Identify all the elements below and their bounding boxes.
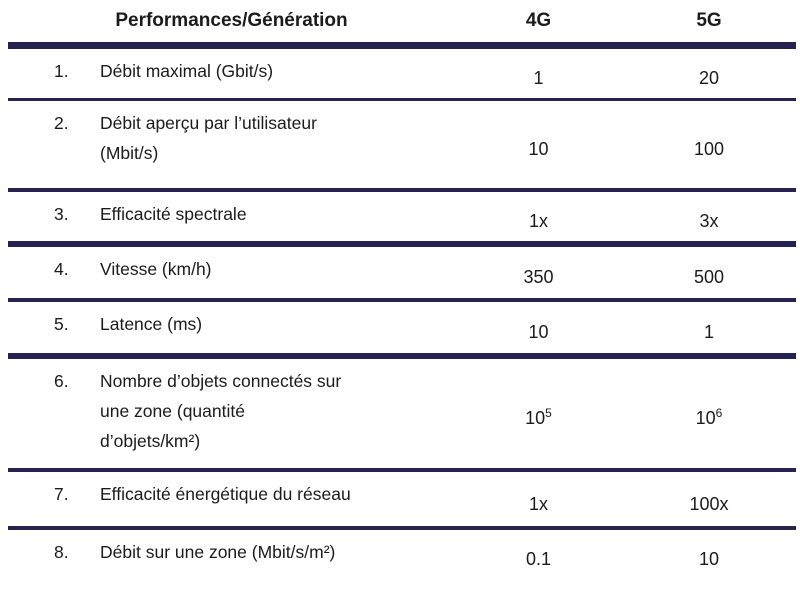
row-number: 3. [54, 204, 69, 224]
value-5g: 100x [622, 470, 796, 530]
value-5g: 3x [622, 190, 796, 247]
value-4g: 10 [455, 300, 622, 359]
row-label: Efficacité spectrale [100, 204, 247, 224]
value-base: 10 [695, 408, 716, 428]
label-cell: 8. Débit sur une zone (Mbit/s/m²) [8, 528, 455, 578]
value-exponent: 5 [545, 406, 552, 420]
value-4g: 0.1 [455, 528, 622, 578]
row-label: Débit sur une zone (Mbit/s/m²) [100, 542, 336, 562]
value-base: 350 [523, 267, 554, 287]
header-row: Performances/Génération 4G 5G [8, 0, 796, 49]
table-row: 5. Latence (ms) 10 1 [8, 300, 796, 359]
value-base: 0.1 [525, 548, 552, 569]
row-number: 8. [54, 542, 69, 562]
row-label: Débit aperçu par l’utilisateur (Mbit/s) [100, 112, 317, 163]
value-4g: 10 [455, 99, 622, 192]
comparison-table-4g-5g: Performances/Génération 4G 5G 1. Débit m… [8, 0, 796, 578]
table-row: 6. Nombre d’objets connectés sur une zon… [8, 356, 796, 472]
row-number: 7. [54, 484, 69, 504]
value-base: 10 [528, 322, 549, 342]
label-cell: 3. Efficacité spectrale [8, 190, 455, 247]
value-5g: 106 [622, 356, 796, 472]
value-5g: 500 [622, 244, 796, 302]
value-base: 1x [528, 211, 548, 231]
label-cell: 4. Vitesse (km/h) [8, 244, 455, 302]
value-5g: 10 [622, 528, 796, 578]
row-label: Efficacité énergétique du réseau [100, 484, 351, 504]
row-label: Nombre d’objets connectés sur une zone (… [100, 371, 342, 451]
value-base: 10 [525, 408, 546, 428]
value-base: 1x [528, 493, 548, 514]
row-number: 1. [54, 60, 69, 81]
value-5g: 1 [622, 300, 796, 359]
row-number: 4. [54, 259, 69, 279]
value-4g: 1 [455, 45, 622, 101]
value-base: 500 [693, 267, 725, 287]
table-row: 8. Débit sur une zone (Mbit/s/m²) 0.1 10 [8, 528, 796, 578]
value-base: 20 [698, 67, 720, 88]
column-header-4g: 4G [455, 0, 622, 49]
table-row: 3. Efficacité spectrale 1x 3x [8, 190, 796, 247]
row-label: Vitesse (km/h) [100, 259, 212, 279]
column-header-performances: Performances/Génération [8, 0, 455, 49]
value-5g: 100 [622, 99, 796, 192]
value-4g: 1x [455, 190, 622, 247]
value-base: 3x [699, 211, 719, 231]
value-4g: 105 [455, 356, 622, 472]
label-cell: 1. Débit maximal (Gbit/s) [8, 45, 455, 101]
value-base: 100x [689, 493, 729, 514]
row-number: 5. [54, 314, 69, 334]
column-header-5g: 5G [622, 0, 796, 49]
table-row: 7. Efficacité énergétique du réseau 1x 1… [8, 470, 796, 530]
value-4g: 350 [455, 244, 622, 302]
value-base: 1 [703, 322, 714, 342]
value-5g: 20 [622, 45, 796, 101]
table-row: 2. Débit aperçu par l’utilisateur (Mbit/… [8, 99, 796, 192]
value-exponent: 6 [715, 406, 723, 420]
label-cell: 7. Efficacité énergétique du réseau [8, 470, 455, 530]
row-number: 2. [54, 112, 69, 133]
table-row: 4. Vitesse (km/h) 350 500 [8, 244, 796, 302]
label-cell: 2. Débit aperçu par l’utilisateur (Mbit/… [8, 99, 455, 192]
label-cell: 6. Nombre d’objets connectés sur une zon… [8, 356, 455, 472]
row-label: Latence (ms) [100, 314, 203, 334]
value-base: 100 [693, 138, 725, 159]
row-number: 6. [54, 371, 69, 391]
row-label: Débit maximal (Gbit/s) [100, 60, 274, 81]
table-row: 1. Débit maximal (Gbit/s) 1 20 [8, 45, 796, 101]
label-cell: 5. Latence (ms) [8, 300, 455, 359]
value-base: 1 [533, 67, 544, 88]
value-base: 10 [528, 138, 549, 159]
value-base: 10 [698, 548, 720, 569]
value-4g: 1x [455, 470, 622, 530]
